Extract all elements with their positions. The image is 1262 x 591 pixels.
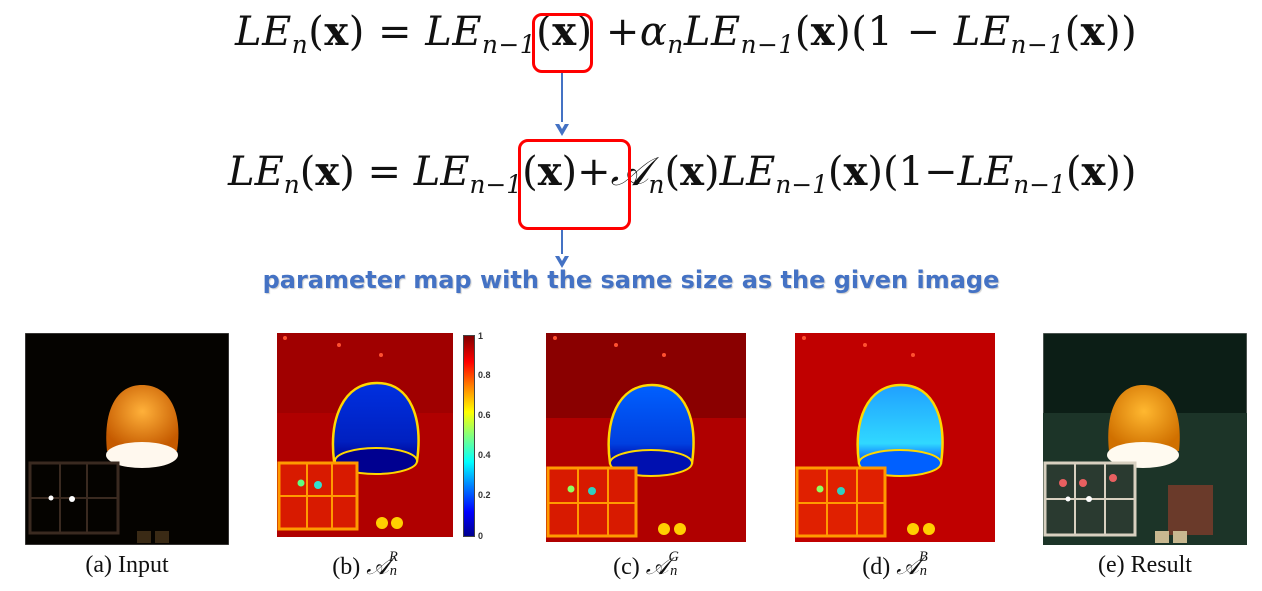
caption-input: (a) Input (85, 552, 169, 578)
arrow-down-icon (555, 122, 569, 136)
colorbar (463, 335, 475, 537)
eq2-term3: LE (957, 149, 1014, 195)
eq2-term2-sub: n−1 (775, 169, 828, 199)
eq-plus: + (605, 9, 640, 55)
highlight-box-alpha (532, 13, 593, 73)
colorbar-tick: 0.4 (478, 450, 491, 460)
eq-term1-sub: n−1 (482, 29, 537, 59)
panel-param-map-blue (795, 333, 995, 542)
equation-original: LEn(x) = LEn−1(x) +αnLEn−1(x)(1 − LEn−1(… (235, 8, 1138, 59)
eq2-equals: = (367, 149, 402, 195)
panel-result-image (1042, 332, 1248, 546)
alpha-param: αn (639, 9, 684, 59)
eq2-lhs-sub: n (283, 169, 300, 199)
eq2-term1: LE (413, 149, 470, 195)
colorbar-tick: 0 (478, 531, 484, 541)
eq2-term2: LE (719, 149, 776, 195)
eq-term2: LE (683, 9, 741, 55)
input-photo (24, 332, 230, 546)
panel-param-map-red (277, 333, 453, 537)
eq-term1: LE (425, 9, 483, 55)
colorbar-tick: 0.6 (478, 410, 491, 420)
eq-term2-sub: n−1 (740, 29, 795, 59)
eq-lhs: LE (235, 9, 292, 55)
highlight-box-param-map (518, 139, 631, 230)
eq2-lhs: LE (228, 149, 284, 195)
colorbar-tick: 0.2 (478, 490, 491, 500)
colorbar-tick: 1 (478, 331, 484, 341)
eq-term3: LE (953, 9, 1011, 55)
eq-equals: = (378, 9, 413, 55)
eq2-term1-sub: n−1 (469, 169, 523, 199)
panel-param-map-green (546, 333, 746, 542)
result-photo (1042, 332, 1248, 546)
eq2-plus: + (577, 149, 611, 195)
eq-term3-sub: n−1 (1010, 29, 1065, 59)
caption-result: (e) Result (1098, 552, 1192, 578)
panel-input-image (24, 332, 230, 546)
arrow-down-icon (555, 254, 569, 268)
heatmap-red (277, 333, 453, 537)
arrow-line-1 (561, 73, 563, 128)
eq2-term3-sub: n−1 (1013, 169, 1066, 199)
arrow-line-2 (561, 230, 563, 260)
equation-modified: LEn(x) = LEn−1(x)+𝒜n(x)LEn−1(x)(1−LEn−1(… (228, 148, 1137, 199)
heatmap-blue (795, 333, 995, 542)
eq-lhs-sub: n (291, 29, 309, 59)
annotation-text: parameter map with the same size as the … (262, 266, 1000, 294)
heatmap-green (546, 333, 746, 542)
colorbar-tick: 0.8 (478, 370, 491, 380)
